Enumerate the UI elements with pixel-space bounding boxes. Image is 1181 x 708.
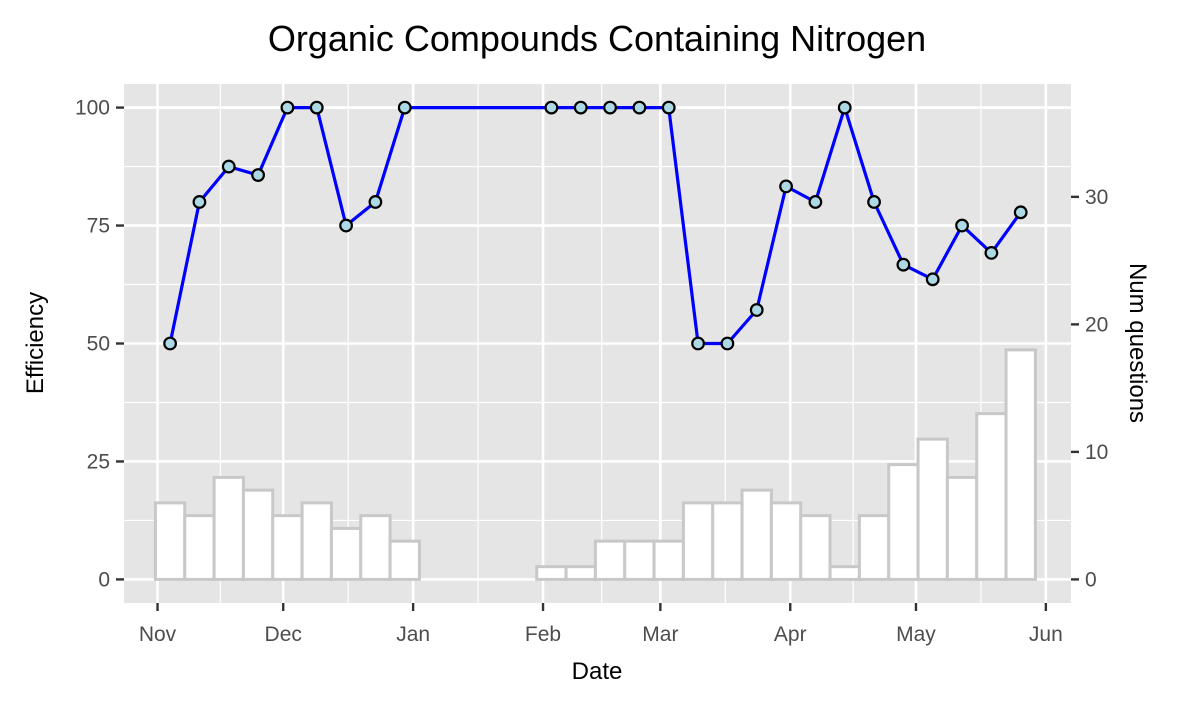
bar bbox=[799, 514, 832, 581]
efficiency-point bbox=[867, 195, 881, 209]
bar bbox=[388, 539, 421, 581]
bar bbox=[975, 412, 1008, 581]
y-right-tick-label: 20 bbox=[1085, 313, 1108, 336]
efficiency-point bbox=[280, 100, 295, 115]
bar bbox=[329, 526, 363, 581]
chart-title: Organic Compounds Containing Nitrogen bbox=[268, 18, 926, 59]
x-tick-label: May bbox=[896, 623, 936, 646]
bar bbox=[623, 539, 656, 581]
bar bbox=[593, 539, 627, 581]
bar bbox=[945, 475, 979, 581]
efficiency-point bbox=[192, 195, 207, 209]
x-tick-label: Jan bbox=[396, 623, 430, 646]
bar bbox=[535, 565, 568, 581]
y-right-tick-label: 10 bbox=[1085, 441, 1108, 464]
efficiency-point bbox=[984, 246, 999, 260]
efficiency-point bbox=[749, 303, 764, 317]
bar bbox=[271, 514, 304, 581]
y-left-tick-label: 0 bbox=[98, 568, 110, 591]
bar bbox=[828, 565, 861, 581]
bar bbox=[681, 501, 715, 581]
bar bbox=[564, 565, 597, 581]
bar bbox=[183, 514, 216, 581]
bar bbox=[711, 501, 744, 581]
efficiency-point bbox=[720, 336, 735, 351]
efficiency-point bbox=[221, 159, 236, 174]
efficiency-point bbox=[925, 272, 940, 287]
efficiency-point bbox=[339, 218, 353, 233]
bar bbox=[769, 501, 803, 581]
bar bbox=[359, 514, 392, 581]
y-left-tick-label: 50 bbox=[87, 333, 110, 356]
efficiency-point bbox=[779, 179, 793, 194]
y-left-tick-label: 75 bbox=[87, 215, 110, 238]
y-left-tick-label: 100 bbox=[75, 97, 110, 120]
efficiency-point bbox=[368, 195, 383, 209]
efficiency-point bbox=[251, 168, 265, 182]
bar bbox=[916, 437, 949, 581]
bar bbox=[1004, 348, 1037, 581]
bar bbox=[740, 488, 773, 581]
x-tick-label: Jun bbox=[1029, 623, 1063, 646]
efficiency-point bbox=[397, 100, 412, 115]
efficiency-point bbox=[808, 195, 823, 209]
x-tick-label: Feb bbox=[525, 623, 561, 646]
y-left-tick-label: 25 bbox=[87, 450, 110, 473]
efficiency-point bbox=[691, 336, 705, 351]
x-axis-title: Date bbox=[572, 658, 623, 685]
efficiency-point bbox=[955, 218, 969, 233]
bar-series bbox=[153, 348, 1037, 581]
efficiency-point bbox=[544, 100, 559, 115]
efficiency-point bbox=[573, 100, 588, 115]
efficiency-point bbox=[309, 100, 324, 115]
axes: Nov Dec Jan Feb Mar Apr May Jun 0 25 50 75 100 0 10 20 3… bbox=[75, 97, 1108, 646]
y-right-tick-label: 0 bbox=[1085, 568, 1097, 591]
bar bbox=[212, 475, 245, 581]
bar bbox=[153, 501, 187, 581]
efficiency-point bbox=[837, 100, 852, 115]
bar bbox=[857, 514, 891, 581]
y-axis-left-title: Efficiency bbox=[22, 292, 49, 394]
efficiency-point bbox=[1013, 205, 1028, 220]
x-tick-label: Mar bbox=[642, 623, 678, 646]
bar bbox=[300, 501, 333, 581]
x-tick-label: Dec bbox=[265, 623, 302, 646]
x-tick-label: Nov bbox=[139, 623, 177, 646]
efficiency-point bbox=[661, 100, 676, 115]
bar bbox=[887, 463, 920, 581]
efficiency-point bbox=[603, 100, 617, 115]
efficiency-point bbox=[163, 336, 177, 351]
efficiency-point bbox=[896, 257, 911, 272]
y-axis-right-title: Num questions bbox=[1124, 263, 1151, 423]
bar bbox=[652, 539, 685, 581]
bar bbox=[241, 488, 275, 581]
y-right-tick-label: 30 bbox=[1085, 186, 1108, 209]
efficiency-point bbox=[632, 100, 647, 115]
x-tick-label: Apr bbox=[774, 623, 807, 646]
point-series bbox=[163, 100, 1028, 351]
